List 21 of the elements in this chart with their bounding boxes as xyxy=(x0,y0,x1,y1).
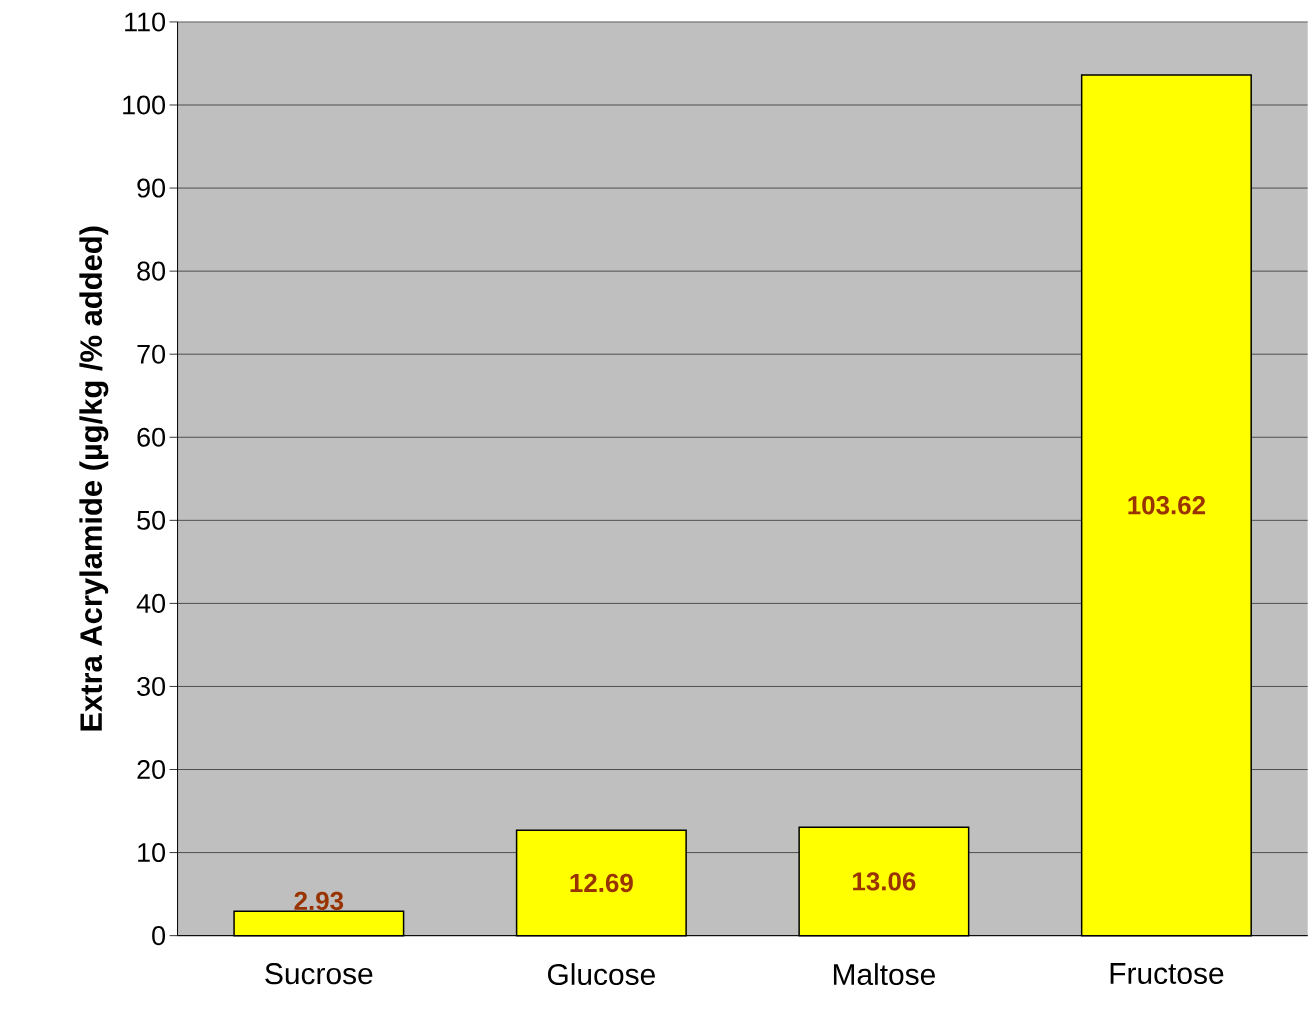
x-tick-label: Maltose xyxy=(833,962,935,985)
y-tick-label: 20 xyxy=(137,759,166,779)
y-tick-label: 110 xyxy=(125,12,166,32)
data-label: 13.06 xyxy=(853,871,916,891)
y-tick-label: 70 xyxy=(137,344,166,364)
data-label: 2.93 xyxy=(294,891,344,910)
x-tick-label: Glucose xyxy=(547,962,655,985)
y-tick-label: 0 xyxy=(152,925,166,945)
y-tick-label: 10 xyxy=(138,842,166,862)
x-tick-label: Fructose xyxy=(1110,962,1224,984)
y-tick-label: 40 xyxy=(136,593,166,613)
y-tick-label: 90 xyxy=(137,178,166,198)
y-tick-label: 80 xyxy=(137,261,166,281)
y-tick-label: 30 xyxy=(137,676,166,696)
y-axis-title: Extra Acrylamide (µg/kg /% added) xyxy=(79,226,109,731)
y-tick-label: 50 xyxy=(137,510,166,530)
y-tick-label: 100 xyxy=(123,95,166,115)
y-tick-label: 60 xyxy=(137,427,166,447)
data-label: 12.69 xyxy=(570,873,633,892)
data-label: 103.62 xyxy=(1128,495,1206,515)
x-tick-label: Sucrose xyxy=(265,962,373,985)
